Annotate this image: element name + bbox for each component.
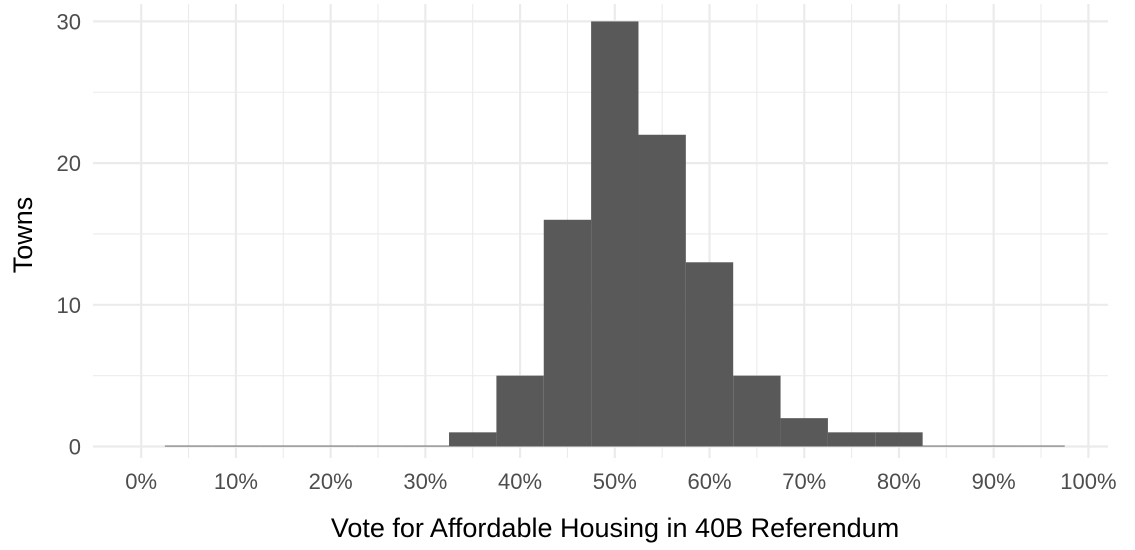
x-axis-tick-labels: 0% 10% 20% 30% 40% 50% 60% 70% 80% 90% 100% <box>125 469 1116 494</box>
histogram-bar <box>970 445 1018 447</box>
x-tick-label: 50% <box>593 469 637 494</box>
x-tick-label: 80% <box>877 469 921 494</box>
histogram-bar <box>733 375 781 447</box>
x-tick-label: 90% <box>972 469 1016 494</box>
x-axis-title: Vote for Affordable Housing in 40B Refer… <box>331 513 899 543</box>
x-tick-label: 0% <box>125 469 157 494</box>
x-tick-label: 30% <box>403 469 447 494</box>
y-axis-title: Towns <box>8 197 38 274</box>
histogram-bar <box>685 262 734 447</box>
histogram-bar <box>401 445 450 447</box>
histogram-bar <box>259 445 307 447</box>
x-tick-label: 40% <box>498 469 542 494</box>
x-tick-label: 70% <box>782 469 826 494</box>
histogram-bars <box>164 21 1065 447</box>
histogram-bar <box>496 375 544 447</box>
histogram-bar <box>922 445 970 447</box>
x-tick-label: 10% <box>214 469 258 494</box>
histogram-bar <box>354 445 402 447</box>
histogram-bar <box>212 445 260 447</box>
x-tick-label: 100% <box>1060 469 1116 494</box>
y-tick-label: 30 <box>57 9 81 34</box>
histogram-bar <box>875 432 923 447</box>
y-axis-tick-labels: 0 10 20 30 <box>57 9 81 459</box>
y-tick-label: 0 <box>69 435 81 460</box>
y-tick-label: 20 <box>57 151 81 176</box>
histogram-bar <box>827 432 876 447</box>
x-tick-label: 60% <box>687 469 731 494</box>
histogram-bar <box>780 418 828 447</box>
histogram-bar <box>543 219 592 447</box>
x-tick-label: 20% <box>309 469 353 494</box>
y-tick-label: 10 <box>57 293 81 318</box>
histogram-bar <box>591 21 639 447</box>
histogram-bar <box>306 445 355 447</box>
histogram-bar <box>1017 445 1065 447</box>
histogram-bar <box>449 432 497 447</box>
histogram-bar <box>164 445 213 447</box>
histogram-bar <box>638 134 686 447</box>
